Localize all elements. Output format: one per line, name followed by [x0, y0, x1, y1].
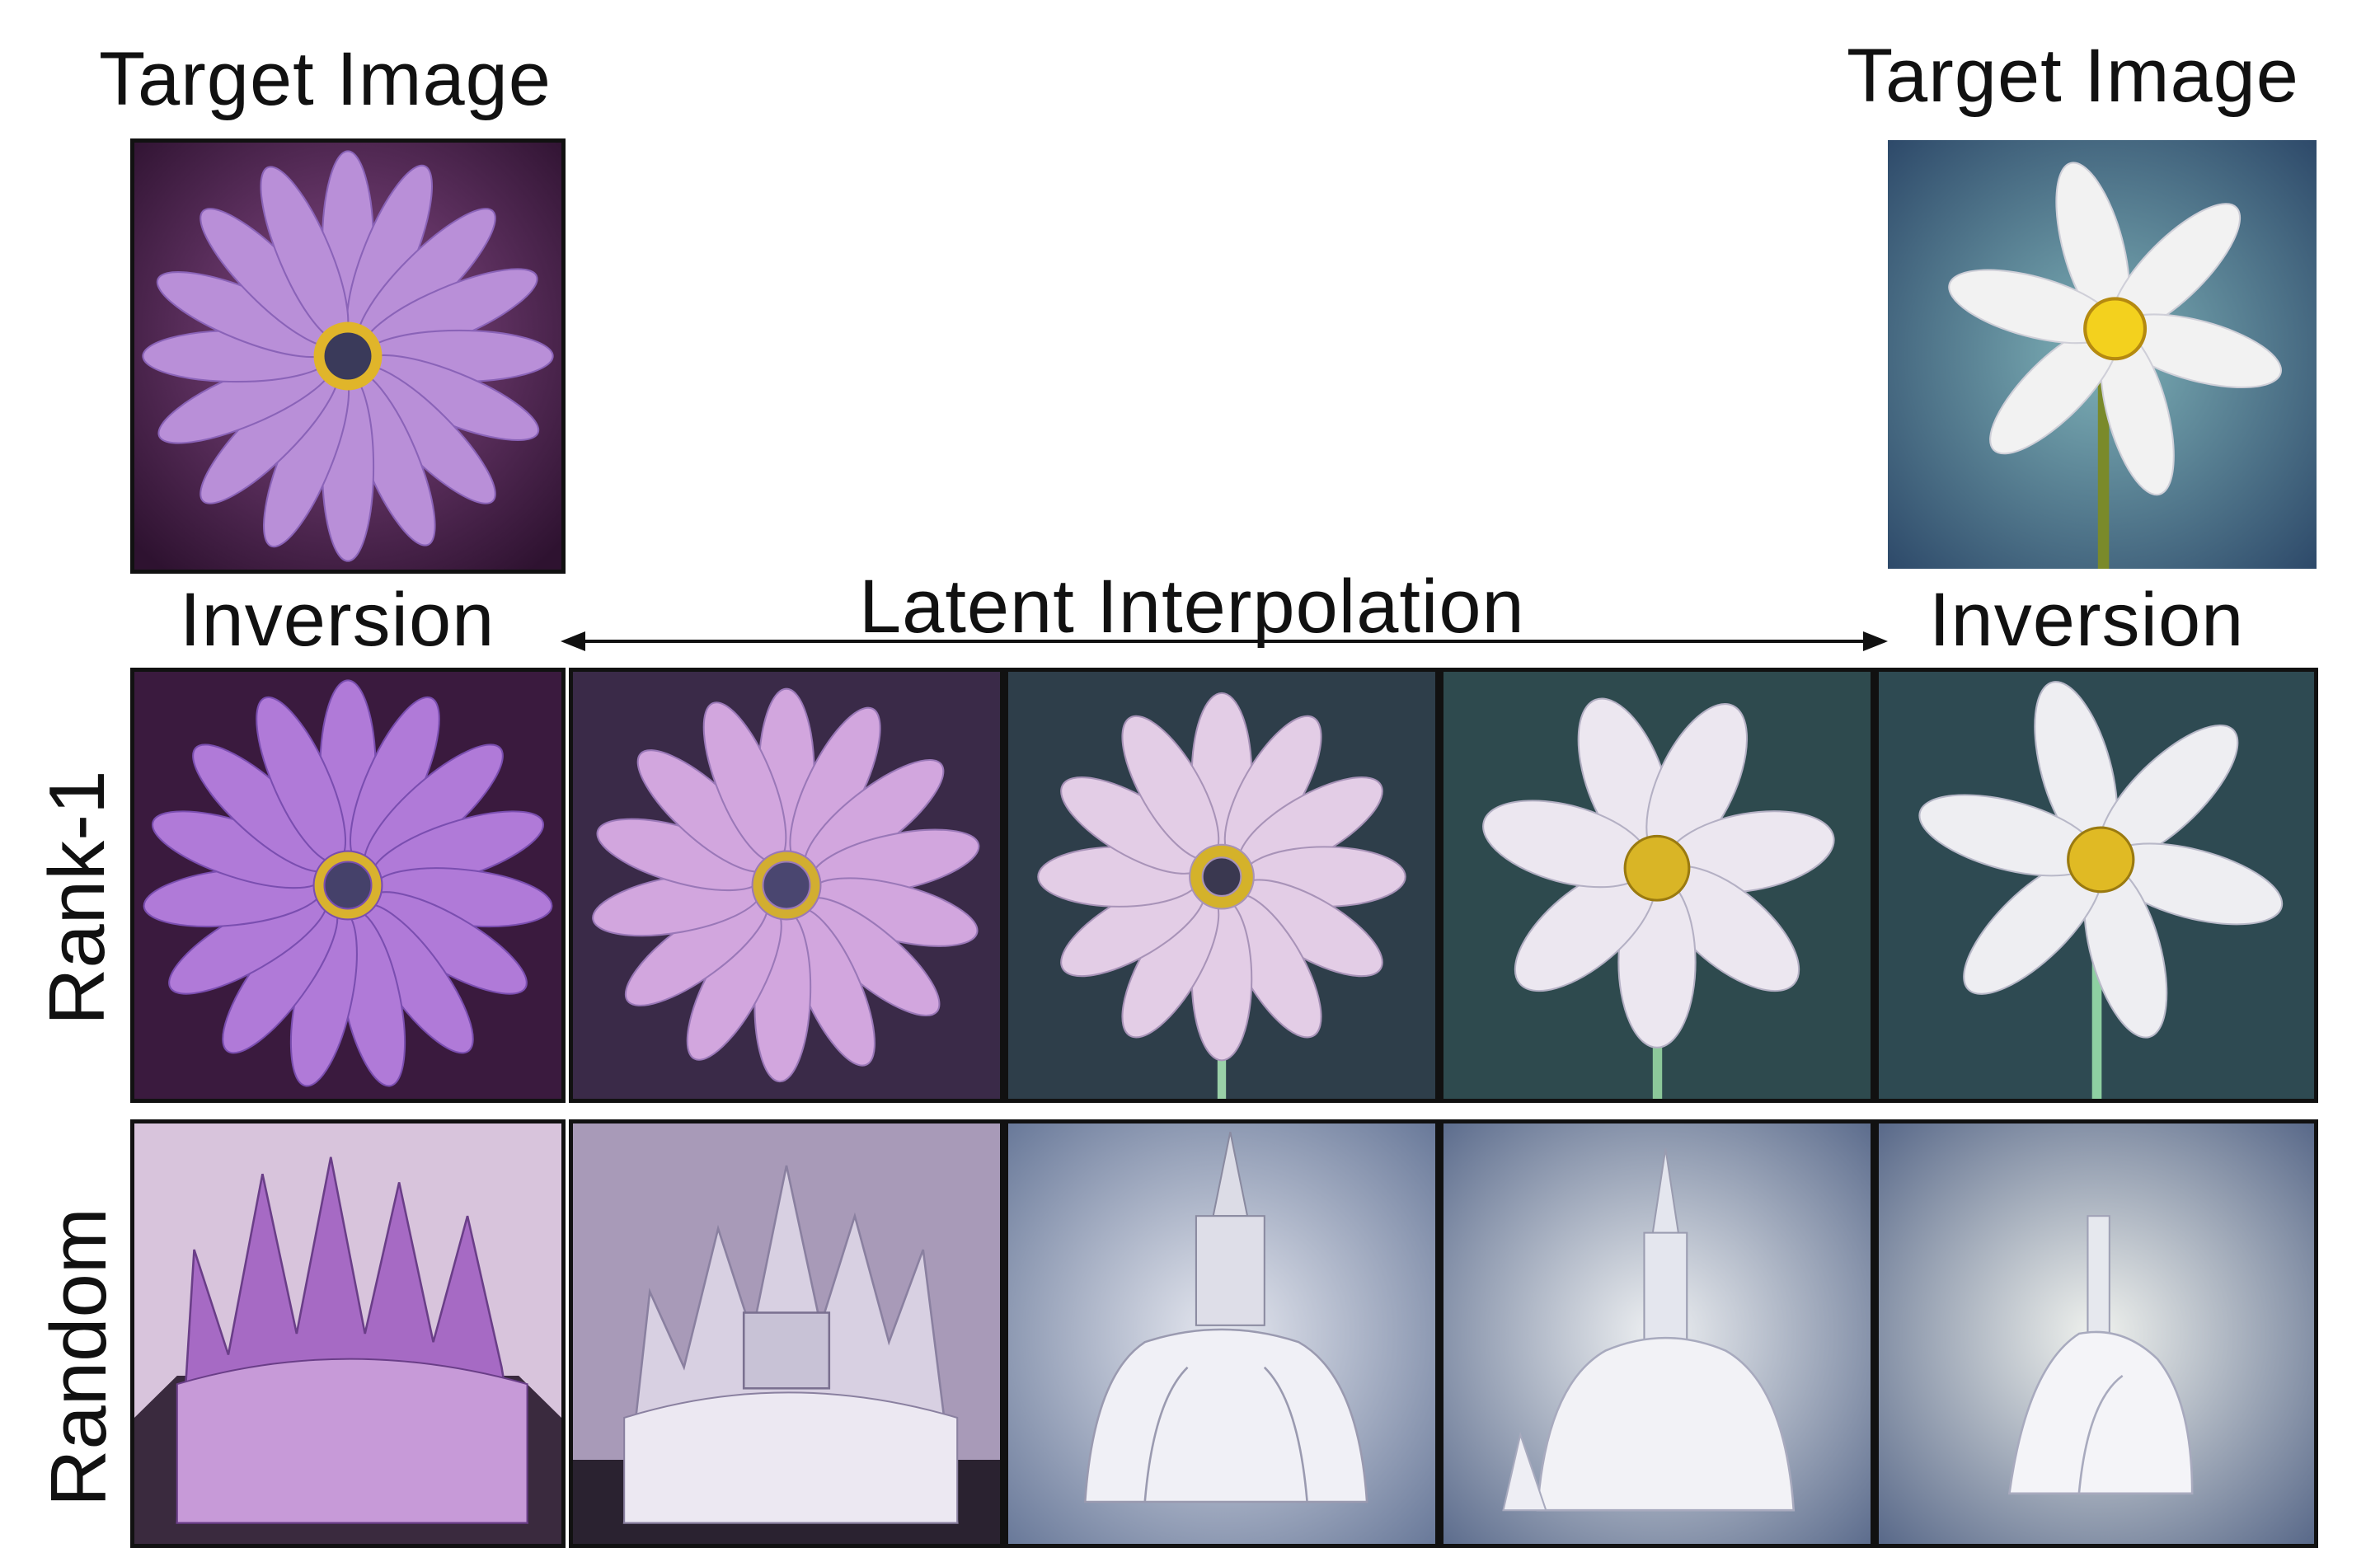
rank1-interp-3: [1439, 668, 1875, 1103]
right-target-title: Target Image: [1847, 34, 2299, 118]
random-inversion-right: [1875, 1119, 2318, 1548]
rank1-inversion-right: [1875, 668, 2318, 1103]
left-target-image: [130, 138, 566, 574]
random-interp-2: [1004, 1119, 1439, 1548]
random-inversion-left: [130, 1119, 566, 1548]
latent-interpolation-label: Latent Interpolation: [859, 565, 1525, 649]
rank1-interp-2: [1004, 668, 1439, 1103]
left-target-title: Target Image: [99, 37, 552, 121]
rank1-interp-1: [569, 668, 1004, 1103]
right-inversion-label: Inversion: [1929, 578, 2245, 662]
left-inversion-label: Inversion: [180, 578, 495, 662]
random-interp-1: [569, 1119, 1004, 1548]
rank1-inversion-left: [130, 668, 566, 1103]
row-label-random: Random: [35, 1208, 123, 1507]
row-label-rank1: Rank-1: [33, 770, 121, 1025]
random-interp-3: [1439, 1119, 1875, 1548]
right-target-image: [1888, 140, 2317, 569]
interpolation-arrow: [561, 631, 1888, 651]
